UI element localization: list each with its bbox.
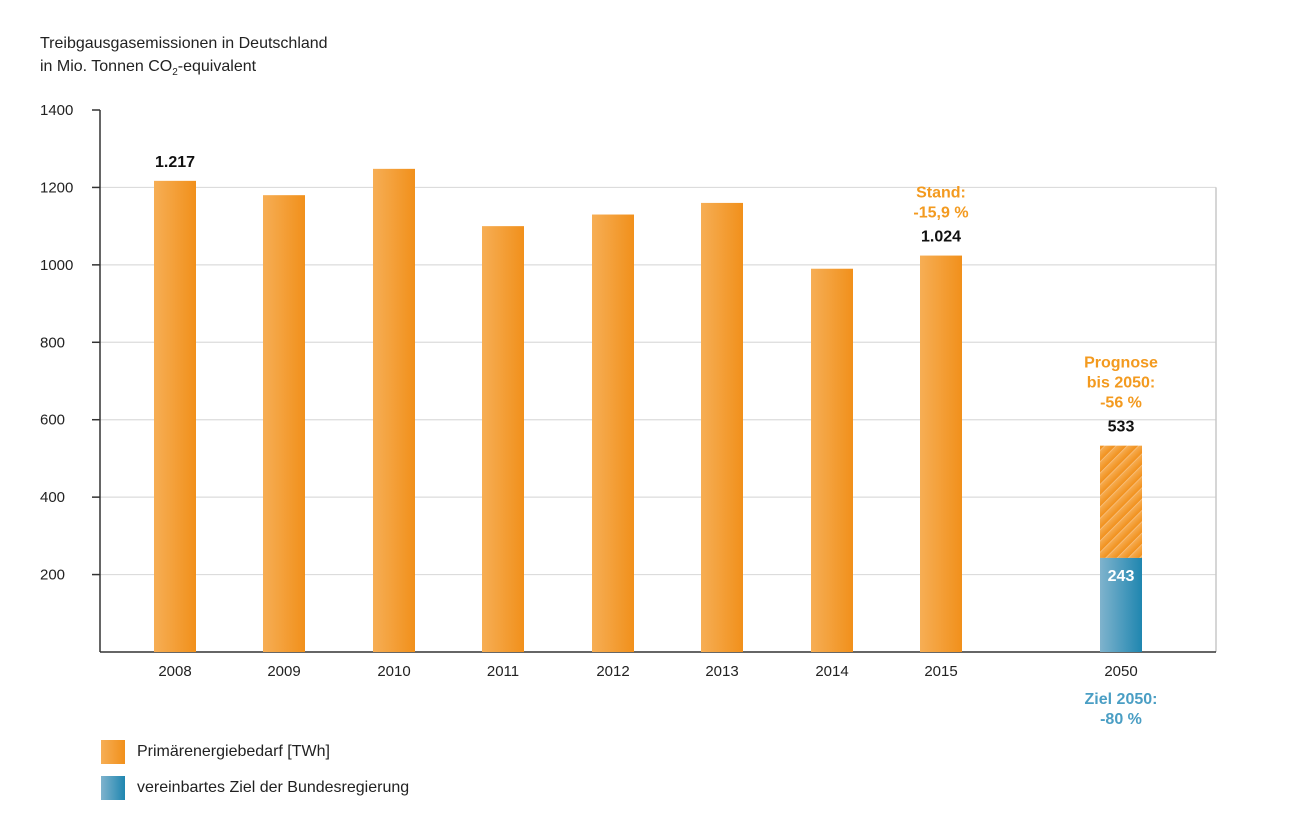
x-tick-label: 2013 <box>705 663 738 680</box>
x-tick-label: 2015 <box>924 663 957 680</box>
legend-swatch-orange <box>101 740 125 764</box>
legend-item-target: vereinbartes Ziel der Bundesregierung <box>101 776 409 800</box>
y-tick-label: 1200 <box>40 179 73 196</box>
chart-title: Treibgausgasemissionen in Deutschland <box>40 35 328 52</box>
annotation: -80 % <box>1100 711 1142 728</box>
y-tick-label: 1000 <box>40 257 73 274</box>
bar-2015 <box>920 255 962 652</box>
data-label: 1.024 <box>921 229 961 246</box>
y-tick-label: 800 <box>40 334 65 351</box>
annotation: Ziel 2050: <box>1085 691 1158 708</box>
data-label: 243 <box>1108 568 1135 585</box>
legend-item-primary: Primärenergiebedarf [TWh] <box>101 740 330 764</box>
x-tick-label: 2050 <box>1104 663 1137 680</box>
annotation: Prognose <box>1084 355 1158 372</box>
y-tick-label: 600 <box>40 412 65 429</box>
bar-forecast-2050 <box>1100 445 1142 558</box>
bar-2011 <box>482 226 524 652</box>
x-tick-label: 2011 <box>487 663 519 680</box>
bar-2009 <box>263 195 305 652</box>
bar-2013 <box>701 202 743 652</box>
bar-2010 <box>373 168 415 653</box>
legend-swatch-blue <box>101 776 125 800</box>
x-tick-label: 2008 <box>158 663 191 680</box>
chart-subtitle: in Mio. Tonnen CO2-equivalent <box>40 58 257 79</box>
annotation: Stand: <box>916 185 966 202</box>
x-tick-label: 2010 <box>377 663 410 680</box>
annotation: bis 2050: <box>1087 375 1155 392</box>
bar-2012 <box>592 214 634 652</box>
data-label: 533 <box>1108 419 1135 436</box>
y-tick-label: 400 <box>40 489 65 506</box>
y-tick-label: 1400 <box>40 102 73 119</box>
bar-target-2050 <box>1100 557 1142 652</box>
annotation: -56 % <box>1100 395 1142 412</box>
x-tick-label: 2012 <box>596 663 629 680</box>
bar-2008 <box>154 180 196 652</box>
legend-label: vereinbartes Ziel der Bundesregierung <box>137 779 410 796</box>
chart-title-block: Treibgausgasemissionen in Deutschland in… <box>40 32 328 84</box>
x-tick-label: 2009 <box>267 663 300 680</box>
legend-label: Primärenergiebedarf [TWh] <box>137 743 330 760</box>
x-tick-label: 2014 <box>815 663 848 680</box>
annotation: -15,9 % <box>913 205 968 222</box>
bar-2014 <box>811 268 853 652</box>
data-label: 1.217 <box>155 154 195 171</box>
y-tick-label: 200 <box>40 567 65 584</box>
